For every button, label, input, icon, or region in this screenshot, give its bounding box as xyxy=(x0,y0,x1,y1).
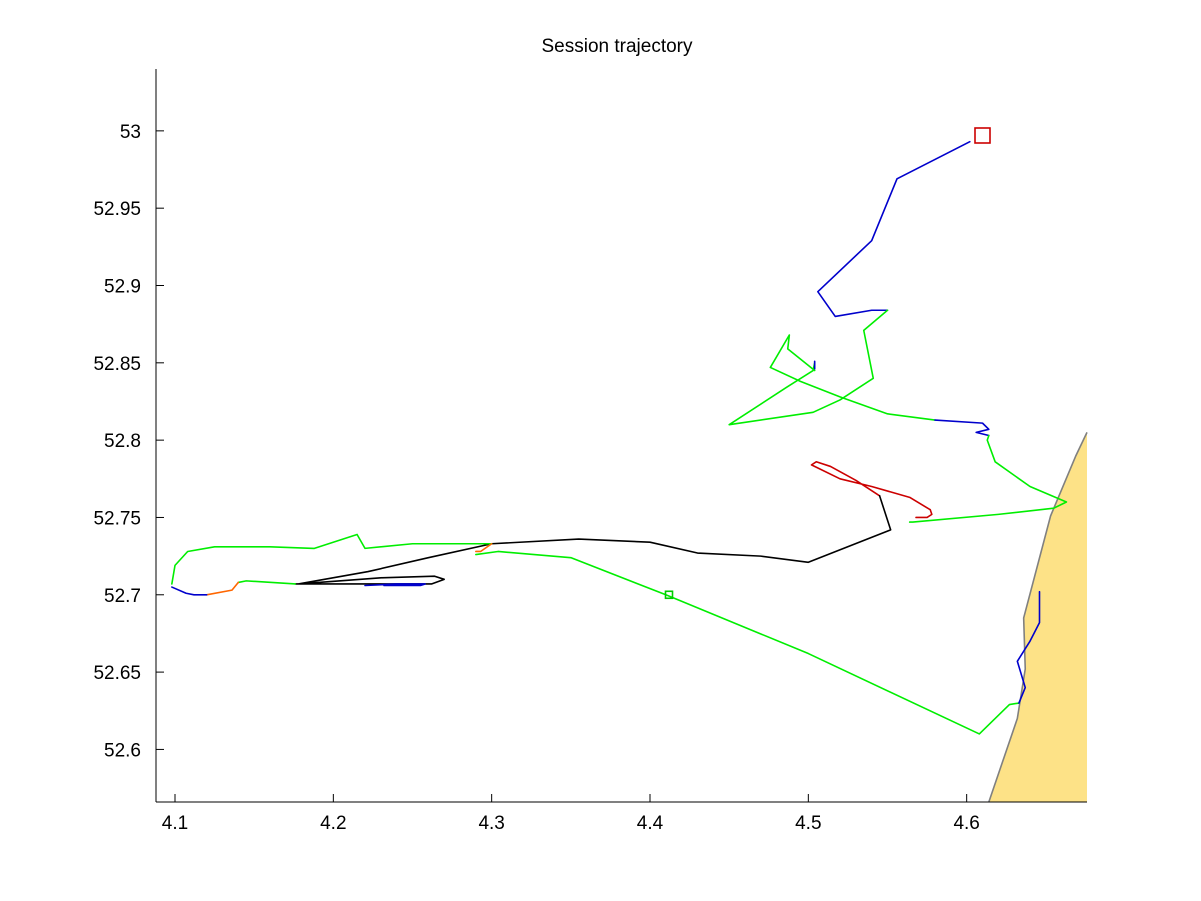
x-tick-label: 4.2 xyxy=(320,813,346,834)
y-tick-label: 52.65 xyxy=(93,663,141,684)
coastline xyxy=(988,432,1088,803)
y-tick-label: 52.9 xyxy=(104,276,141,297)
trajectory-segment xyxy=(817,140,971,318)
trajectory-segment xyxy=(908,434,1068,523)
y-tick-label: 52.6 xyxy=(104,740,141,761)
trajectory-segment xyxy=(934,419,990,437)
y-axis-ticks: 52.6 52.65 52.7 52.75 52.8 52.85 52.9 52.95 53 xyxy=(93,122,164,761)
trajectory-segment xyxy=(364,583,426,587)
trajectory-segment xyxy=(171,533,493,585)
land-fill xyxy=(988,432,1087,802)
trajectory-segment xyxy=(171,586,208,596)
chart-title: Session trajectory xyxy=(541,36,693,57)
y-tick-label: 52.85 xyxy=(93,354,141,375)
trajectory-segment xyxy=(237,580,297,585)
trajectory-segment xyxy=(205,581,240,596)
trajectory-series xyxy=(171,140,1068,735)
x-tick-label: 4.4 xyxy=(637,813,664,834)
trajectory-segment xyxy=(475,550,1020,735)
end-marker xyxy=(664,590,674,600)
trajectory-segment xyxy=(294,495,892,585)
trajectory-segment xyxy=(1016,590,1041,704)
axes xyxy=(155,69,1087,803)
trajectory-segment xyxy=(769,334,936,421)
y-tick-label: 52.95 xyxy=(93,199,141,220)
y-tick-label: 52.7 xyxy=(104,586,141,607)
trajectory-segment xyxy=(810,460,933,519)
x-tick-label: 4.3 xyxy=(478,813,504,834)
x-tick-label: 4.1 xyxy=(162,813,188,834)
y-tick-label: 52.75 xyxy=(93,508,141,529)
x-axis-ticks: 4.1 4.2 4.3 4.4 4.5 4.6 xyxy=(162,794,980,834)
y-tick-label: 53 xyxy=(120,122,141,143)
x-tick-label: 4.6 xyxy=(953,813,979,834)
trajectory-markers xyxy=(664,127,991,600)
trajectory-segment xyxy=(475,542,493,553)
land-area xyxy=(988,432,1088,803)
trajectory-segment xyxy=(728,309,889,426)
x-tick-label: 4.5 xyxy=(795,813,821,834)
y-tick-label: 52.8 xyxy=(104,431,141,452)
start-marker xyxy=(974,127,991,144)
